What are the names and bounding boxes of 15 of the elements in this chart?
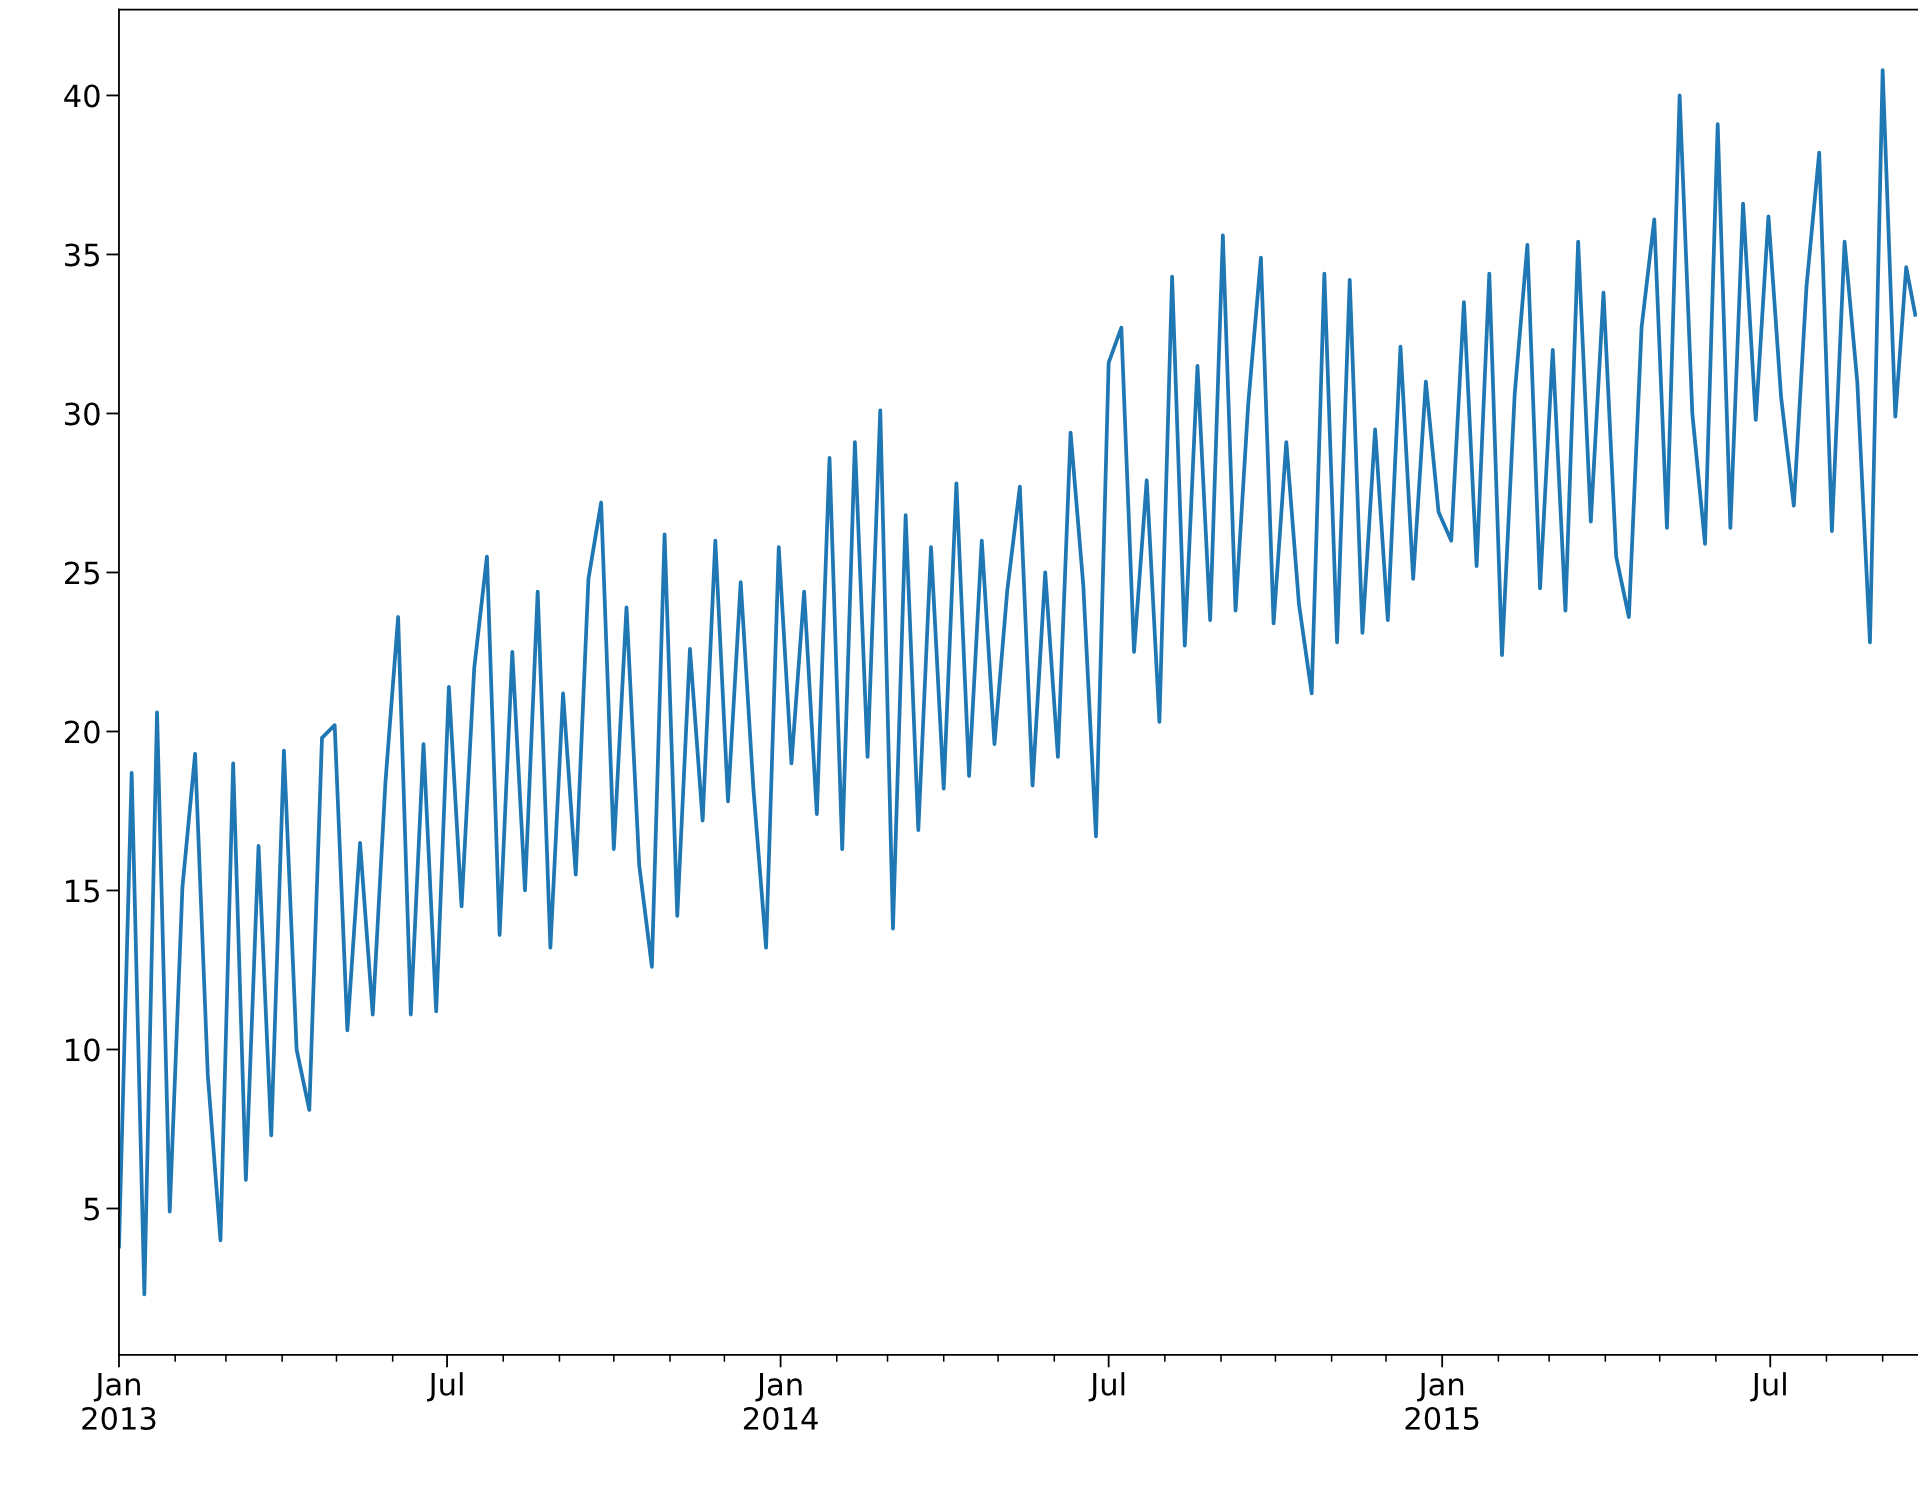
x-tick-label: Jul <box>427 1372 463 1402</box>
x-tick-label: Jan 2015 <box>1405 1373 1479 1431</box>
y-tick-label: 20 <box>64 720 100 744</box>
y-tick-label: 30 <box>65 402 100 426</box>
y-tick-label: 5 <box>84 1197 99 1221</box>
y-tick-label: 10 <box>66 1038 100 1062</box>
x-tick-label: Jul <box>1088 1372 1125 1402</box>
line-series <box>118 68 1918 1297</box>
x-tick-label: Jan 2013 <box>82 1373 156 1431</box>
y-tick-label: 25 <box>64 561 99 585</box>
x-tick-label: Jul <box>1750 1372 1786 1402</box>
y-tick-label: 15 <box>66 879 99 903</box>
y-tick-label: 40 <box>64 84 100 108</box>
x-tick-label: Jan 2014 <box>743 1373 818 1431</box>
y-tick-label: 35 <box>65 243 99 267</box>
